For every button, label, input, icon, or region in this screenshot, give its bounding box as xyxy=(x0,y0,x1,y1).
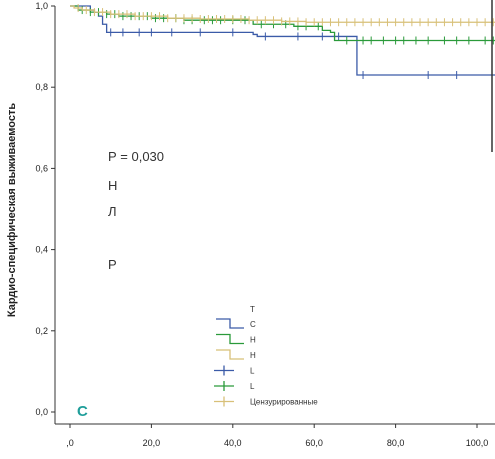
panel-label: С xyxy=(77,403,88,420)
annotation-block: Р = 0,030 Н Л Р xyxy=(108,149,164,272)
legend-entry: Н xyxy=(216,333,256,345)
y-tick-label: 0,4 xyxy=(35,245,48,255)
y-tick-label: 0,6 xyxy=(35,163,48,173)
series-3 xyxy=(70,4,495,27)
y-tick-label: 0,8 xyxy=(35,82,48,92)
x-tick-label: ,0 xyxy=(66,438,74,448)
x-tick-label: 60,0 xyxy=(305,438,323,448)
y-tick-label: 0,0 xyxy=(35,407,48,417)
x-tick-label: 20,0 xyxy=(143,438,161,448)
x-tick-label: 100,0 xyxy=(466,438,489,448)
annotation-line-3: Л xyxy=(108,204,117,219)
annotation-line-1: Р = 0,030 xyxy=(108,149,164,164)
legend-label: L xyxy=(250,367,255,376)
legend-line-swatch xyxy=(216,333,244,345)
y-tick-label: 0,2 xyxy=(35,326,48,336)
series-2 xyxy=(70,5,495,45)
y-tick-label: 1,0 xyxy=(35,1,48,11)
legend-label: L xyxy=(250,382,255,391)
legend-entry: Н xyxy=(216,349,256,360)
legend-title: Т xyxy=(250,305,255,314)
legend-label: Н xyxy=(250,336,256,345)
legend-entry: L xyxy=(214,365,255,376)
survival-curves xyxy=(70,4,495,80)
x-ticks: ,0 20,0 40,0 60,0 80,0 100,0 xyxy=(66,424,488,448)
survival-step-line xyxy=(70,5,495,23)
legend-label: С xyxy=(250,320,256,329)
y-axis-label: Кардио-специфическая выживаемость xyxy=(6,103,18,317)
x-tick-label: 40,0 xyxy=(224,438,242,448)
annotation-line-2: Н xyxy=(108,178,117,193)
axes xyxy=(54,6,495,425)
legend-line-swatch xyxy=(216,318,244,329)
legend-entry: L xyxy=(214,381,255,391)
legend-label: Цензурированные xyxy=(250,398,318,407)
series-1 xyxy=(70,5,495,80)
legend-entry: С xyxy=(216,318,256,329)
y-ticks: 0,0 0,2 0,4 0,6 0,8 1,0 xyxy=(35,1,55,417)
legend-label: Н xyxy=(250,351,256,360)
legend-line-swatch xyxy=(216,349,244,360)
x-tick-label: 80,0 xyxy=(387,438,405,448)
annotation-line-4: Р xyxy=(108,257,117,272)
survival-step-line xyxy=(70,5,495,42)
legend-entry: Цензурированные xyxy=(214,396,318,407)
